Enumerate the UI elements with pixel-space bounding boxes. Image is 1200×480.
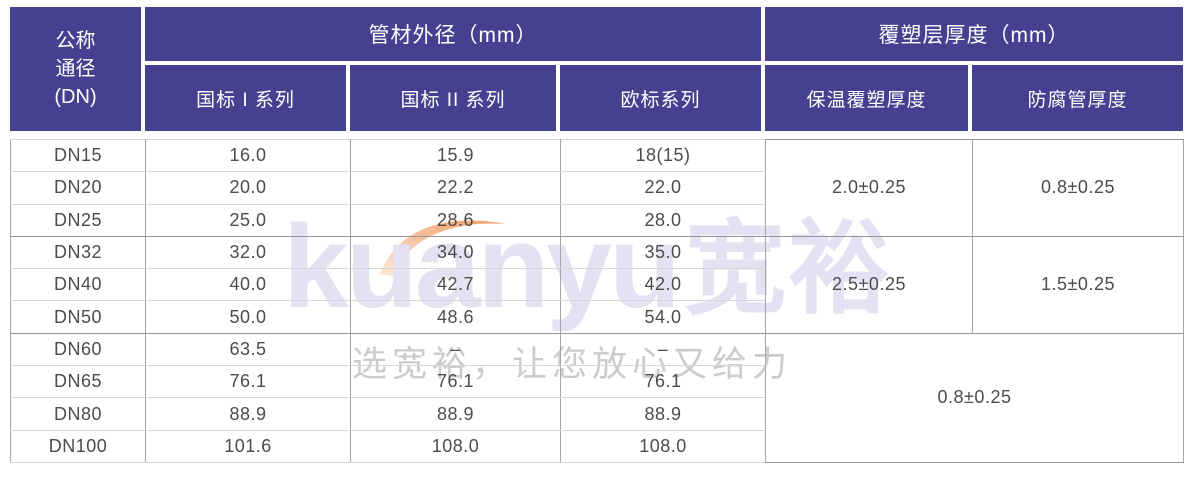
cell-gb1: 25.0 <box>145 203 351 237</box>
table-header: 公称 通径 (DN) 管材外径（mm） 覆塑层厚度（mm） 国标 I 系列 国标… <box>10 7 1183 131</box>
cell-gb2: 34.0 <box>350 235 561 270</box>
cell-dn: DN60 <box>10 332 146 367</box>
cell-gb1: 16.0 <box>145 138 351 173</box>
table-row: DN25 25.0 28.6 28.0 <box>10 203 1184 237</box>
cell-eu: 108.0 <box>560 429 766 463</box>
cell-dn: DN65 <box>10 365 146 399</box>
cell-insulation-group1: 2.0±0.25 <box>765 139 973 237</box>
cell-anticorrosion-group1: 0.8±0.25 <box>972 139 1184 237</box>
header-nominal-diameter: 公称 通径 (DN) <box>10 7 145 131</box>
cell-anticorrosion-group2: 1.5±0.25 <box>972 235 1184 334</box>
cell-dn: DN80 <box>10 397 146 431</box>
cell-eu: – <box>560 332 766 367</box>
cell-gb2: 42.7 <box>350 268 561 302</box>
cell-dn: DN20 <box>10 171 146 205</box>
cell-dn: DN32 <box>10 235 146 270</box>
cell-gb2: 48.6 <box>350 300 561 334</box>
cell-gb2: – <box>350 332 561 367</box>
table-row: DN100 101.6 108.0 108.0 <box>10 429 1184 463</box>
header-dn-line2: 通径 <box>55 58 96 80</box>
cell-dn: DN15 <box>10 138 146 173</box>
cell-dn: DN100 <box>10 429 146 463</box>
cell-gb1: 76.1 <box>145 365 351 399</box>
table-row: DN50 50.0 48.6 54.0 <box>10 300 1184 334</box>
cell-gb1: 101.6 <box>145 429 351 463</box>
cell-gb1: 88.9 <box>145 397 351 431</box>
cell-gb1: 50.0 <box>145 300 351 334</box>
cell-dn: DN25 <box>10 203 146 237</box>
header-sub-insulation-thickness: 保温覆塑厚度 <box>765 65 972 131</box>
cell-eu: 28.0 <box>560 203 766 237</box>
cell-coating-group3: 0.8±0.25 <box>765 332 1184 463</box>
table-row: DN32 32.0 34.0 35.0 2.5±0.25 1.5±0.25 <box>10 235 1184 334</box>
spec-table: DN15 16.0 15.9 18(15) 2.0±0.25 0.8±0.25 … <box>10 138 1184 463</box>
header-sub-gb1-series: 国标 I 系列 <box>145 65 350 131</box>
cell-eu: 42.0 <box>560 268 766 302</box>
cell-gb1: 63.5 <box>145 332 351 367</box>
cell-eu: 54.0 <box>560 300 766 334</box>
cell-gb2: 88.9 <box>350 397 561 431</box>
cell-gb2: 76.1 <box>350 365 561 399</box>
table-row: DN65 76.1 76.1 76.1 <box>10 365 1184 399</box>
cell-eu: 88.9 <box>560 397 766 431</box>
cell-insulation-group2: 2.5±0.25 <box>765 235 973 334</box>
header-dn-line1: 公称 <box>55 30 96 52</box>
cell-eu: 18(15) <box>560 138 766 173</box>
table-row: DN40 40.0 42.7 42.0 <box>10 268 1184 302</box>
header-dn-line3: (DN) <box>54 86 97 108</box>
header-sub-anticorrosion-thickness: 防腐管厚度 <box>972 65 1183 131</box>
cell-eu: 35.0 <box>560 235 766 270</box>
table-row: DN15 16.0 15.9 18(15) 2.0±0.25 0.8±0.25 <box>10 138 1184 237</box>
header-sub-eu-series: 欧标系列 <box>560 65 765 131</box>
cell-gb2: 22.2 <box>350 171 561 205</box>
cell-gb1: 40.0 <box>145 268 351 302</box>
cell-gb2: 28.6 <box>350 203 561 237</box>
table-row: DN20 20.0 22.2 22.0 <box>10 171 1184 205</box>
cell-gb2: 108.0 <box>350 429 561 463</box>
header-group-coating-thickness: 覆塑层厚度（mm） <box>765 7 1183 65</box>
table-row: DN60 63.5 – – 0.8±0.25 <box>10 332 1184 463</box>
header-group-outer-diameter: 管材外径（mm） <box>145 7 765 65</box>
cell-dn: DN40 <box>10 268 146 302</box>
header-sub-gb2-series: 国标 II 系列 <box>350 65 560 131</box>
cell-gb2: 15.9 <box>350 138 561 173</box>
cell-eu: 22.0 <box>560 171 766 205</box>
cell-eu: 76.1 <box>560 365 766 399</box>
cell-gb1: 20.0 <box>145 171 351 205</box>
cell-dn: DN50 <box>10 300 146 334</box>
cell-gb1: 32.0 <box>145 235 351 270</box>
